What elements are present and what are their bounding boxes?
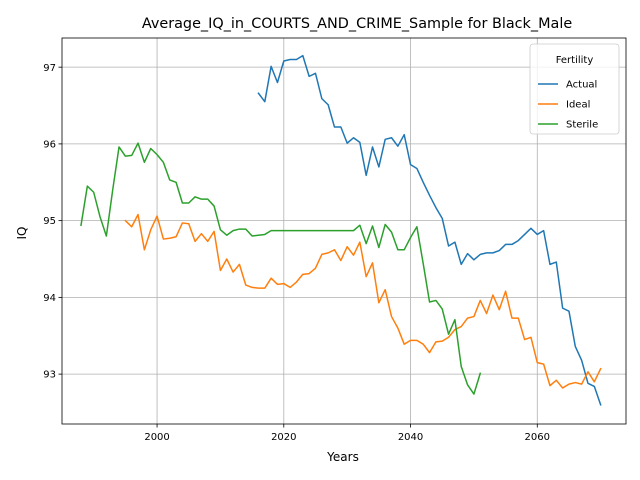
- legend-title: Fertility: [556, 55, 594, 66]
- legend-box: [529, 43, 620, 135]
- y-tick-label: 93: [43, 370, 56, 381]
- x-tick-label: 2040: [398, 432, 423, 443]
- x-tick-label: 2020: [271, 432, 296, 443]
- x-axis-label: Years: [326, 450, 359, 464]
- legend-label-sterile: Sterile: [566, 120, 598, 131]
- legend: Fertility Actual Ideal Sterile: [529, 43, 620, 135]
- y-tick-label: 96: [43, 140, 56, 151]
- x-tick-label: 2000: [144, 432, 169, 443]
- y-tick-label: 94: [43, 293, 56, 304]
- y-tick-label: 95: [43, 216, 56, 227]
- legend-label-actual: Actual: [566, 80, 597, 91]
- x-tick-label: 2060: [525, 432, 550, 443]
- y-axis-ticks: 93 94 95 96 97: [43, 63, 62, 381]
- legend-label-ideal: Ideal: [566, 100, 590, 111]
- y-axis-label: IQ: [15, 227, 29, 240]
- plot-frame: [61, 37, 627, 425]
- chart-title: Average_IQ_in_COURTS_AND_CRIME_Sample fo…: [142, 16, 572, 32]
- series-line-sterile: [80, 142, 482, 395]
- y-tick-label: 97: [43, 63, 56, 74]
- series-line-ideal: [124, 213, 602, 389]
- series-layer: [80, 54, 602, 406]
- series-line-actual: [257, 54, 602, 406]
- x-axis-ticks: 2000 2020 2040 2060: [144, 424, 550, 443]
